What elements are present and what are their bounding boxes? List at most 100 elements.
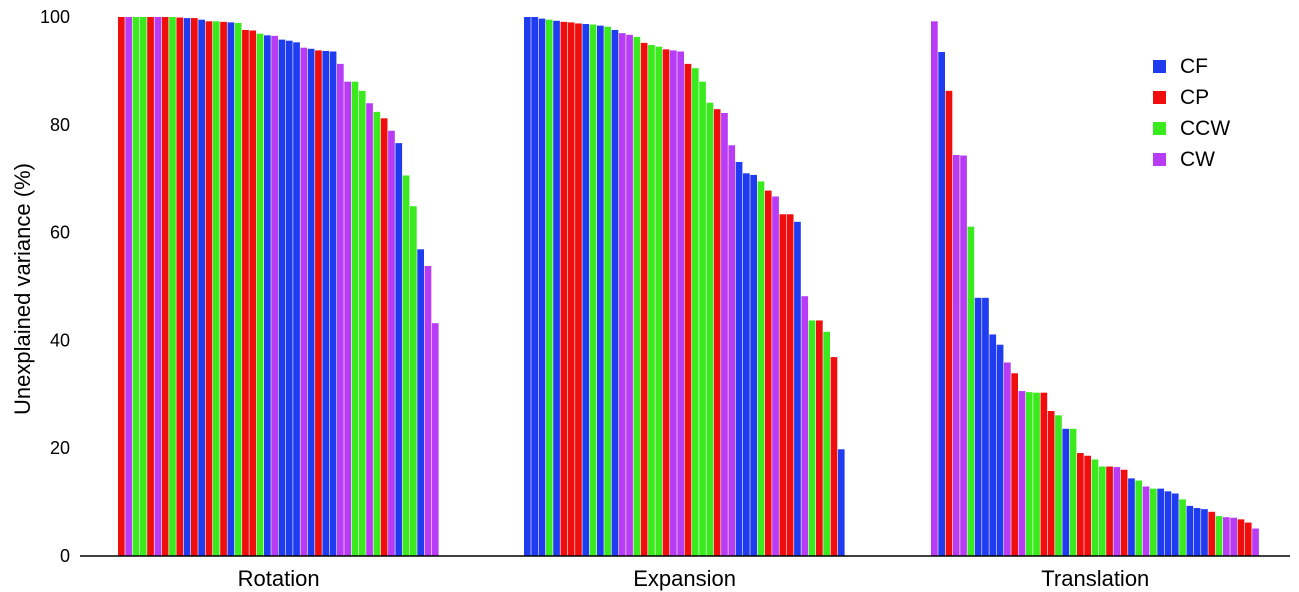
bar-translation-32 <box>1157 488 1164 557</box>
bar-rotation-26 <box>300 47 308 556</box>
bar-expansion-19 <box>655 46 663 557</box>
bar-expansion-18 <box>648 45 655 556</box>
y-tick-label: 60 <box>50 223 70 243</box>
bar-translation-6 <box>967 226 975 557</box>
bar-rotation-33 <box>351 81 359 557</box>
bar-translation-15 <box>1033 392 1040 556</box>
bar-translation-24 <box>1098 466 1106 556</box>
bar-expansion-13 <box>611 29 619 556</box>
bar-rotation-38 <box>388 130 395 557</box>
x-group-label-expansion: Expansion <box>633 566 736 591</box>
bar-translation-4 <box>952 154 960 557</box>
bar-expansion-4 <box>545 19 553 556</box>
bar-expansion-8 <box>575 23 582 557</box>
bar-translation-33 <box>1164 491 1172 556</box>
x-group-label-translation: Translation <box>1041 566 1149 591</box>
bar-expansion-7 <box>567 22 575 556</box>
bar-translation-20 <box>1069 428 1077 556</box>
bar-expansion-32 <box>750 174 757 556</box>
bar-translation-45 <box>1252 528 1259 556</box>
bar-rotation-10 <box>183 18 191 556</box>
bar-rotation-40 <box>402 175 410 556</box>
bar-translation-10 <box>996 344 1004 556</box>
bar-translation-26 <box>1113 467 1121 556</box>
bar-translation-13 <box>1018 391 1026 556</box>
bar-expansion-22 <box>677 51 684 556</box>
bar-translation-31 <box>1150 488 1157 557</box>
bar-translation-18 <box>1055 415 1062 556</box>
legend-label-ccw: CCW <box>1180 117 1230 140</box>
bar-expansion-30 <box>735 161 743 557</box>
bar-translation-8 <box>982 297 989 556</box>
bar-rotation-41 <box>410 206 417 556</box>
bar-translation-43 <box>1237 519 1245 556</box>
bar-expansion-33 <box>757 181 765 556</box>
legend: CF CP CCW CW <box>1153 55 1230 171</box>
bar-expansion-40 <box>808 320 816 556</box>
y-tick-label: 80 <box>50 115 70 135</box>
bar-expansion-9 <box>582 24 590 556</box>
y-axis-title: Unexplained variance (%) <box>10 163 35 415</box>
bar-expansion-5 <box>553 20 560 556</box>
bar-rotation-7 <box>161 17 169 556</box>
bar-rotation-14 <box>212 21 220 557</box>
bar-rotation-18 <box>242 29 249 556</box>
bar-translation-9 <box>989 334 997 556</box>
bar-expansion-31 <box>743 173 750 556</box>
bar-translation-16 <box>1040 392 1048 556</box>
bar-translation-35 <box>1179 499 1186 556</box>
bar-rotation-12 <box>198 19 205 556</box>
bar-rotation-2 <box>125 17 132 556</box>
bar-rotation-37 <box>380 118 388 556</box>
bar-rotation-3 <box>132 17 140 556</box>
bar-rotation-36 <box>373 111 381 557</box>
bar-expansion-17 <box>640 42 648 557</box>
legend-swatch-ccw <box>1153 122 1166 135</box>
bar-translation-29 <box>1135 480 1143 556</box>
bar-rotation-21 <box>264 35 271 556</box>
bar-translation-12 <box>1011 373 1018 556</box>
bar-expansion-28 <box>721 112 728 556</box>
bar-rotation-42 <box>417 249 424 556</box>
bar-expansion-11 <box>597 25 604 557</box>
bar-translation-17 <box>1047 411 1055 556</box>
x-axis-group-labels: Rotation Expansion Translation <box>238 566 1150 591</box>
bar-rotation-30 <box>329 51 337 556</box>
bar-rotation-27 <box>307 48 315 557</box>
y-tick-label: 0 <box>60 546 70 566</box>
y-tick-label: 20 <box>50 438 70 458</box>
bar-translation-5 <box>960 155 967 556</box>
bar-translation-28 <box>1128 478 1135 556</box>
bar-expansion-20 <box>662 49 670 557</box>
bar-expansion-6 <box>560 21 568 557</box>
bar-rotation-35 <box>366 103 373 557</box>
bar-rotation-44 <box>431 323 439 556</box>
bar-translation-7 <box>974 297 982 556</box>
bar-expansion-38 <box>794 221 801 556</box>
bar-rotation-11 <box>191 18 198 556</box>
legend-label-cf: CF <box>1180 55 1208 78</box>
bar-translation-37 <box>1193 508 1201 556</box>
bar-rotation-17 <box>234 22 242 557</box>
bar-translation-14 <box>1025 392 1033 556</box>
bar-translation-22 <box>1084 455 1091 556</box>
bar-translation-40 <box>1215 516 1223 556</box>
y-axis-tick-labels: 0 20 40 60 80 100 <box>40 7 70 566</box>
bar-translation-30 <box>1142 486 1150 556</box>
bar-rotation-31 <box>337 63 344 556</box>
bar-expansion-41 <box>816 320 823 556</box>
bar-translation-34 <box>1171 493 1179 556</box>
bar-translation-42 <box>1230 517 1237 556</box>
bar-expansion-1 <box>524 17 531 556</box>
bar-translation-44 <box>1244 522 1252 556</box>
bar-expansion-36 <box>779 214 787 556</box>
bar-rotation-39 <box>395 143 403 556</box>
legend-swatch-cf <box>1153 60 1166 73</box>
bar-rotation-25 <box>293 42 300 556</box>
bar-expansion-14 <box>618 33 626 557</box>
bar-translation-27 <box>1120 469 1128 556</box>
bar-rotation-4 <box>139 17 147 556</box>
legend-swatch-cp <box>1153 91 1166 104</box>
bar-expansion-25 <box>699 81 706 557</box>
x-group-label-rotation: Rotation <box>238 566 320 591</box>
